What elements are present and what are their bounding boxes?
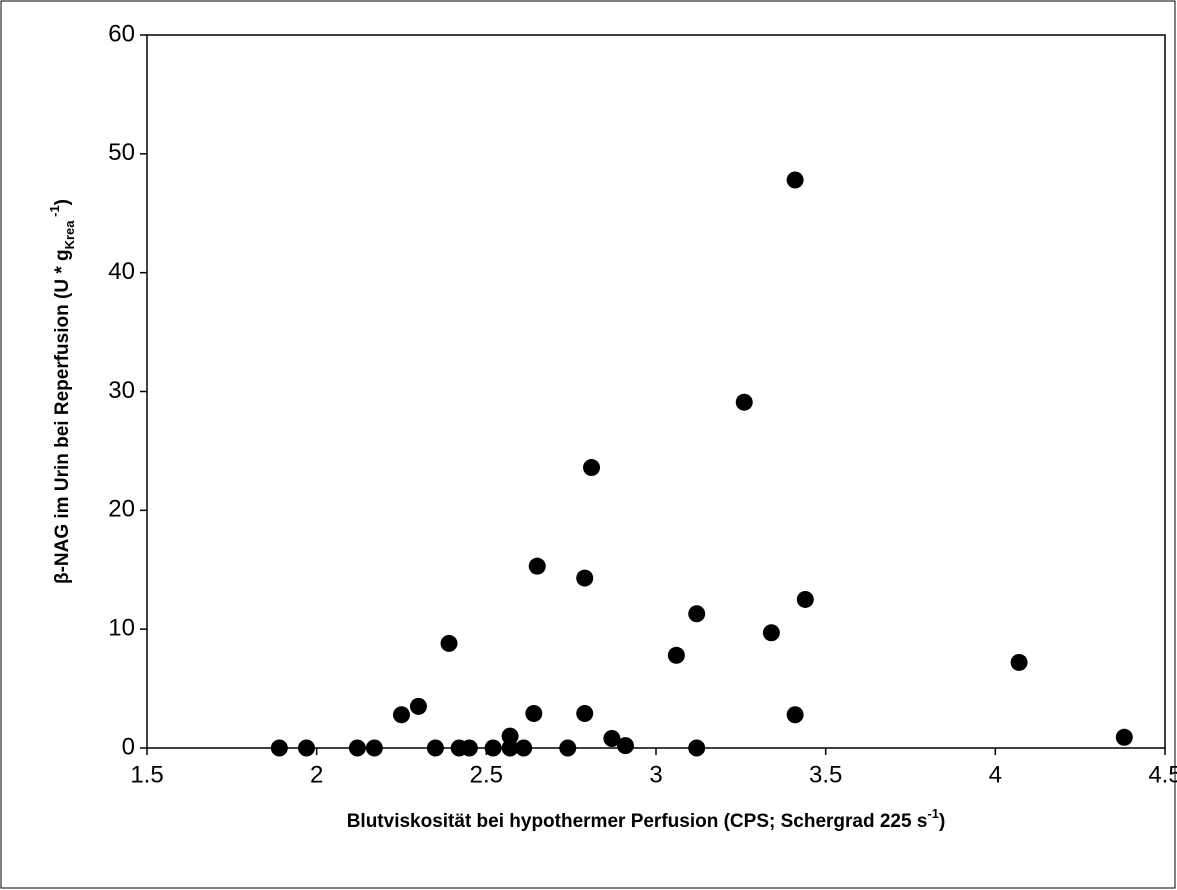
point xyxy=(616,737,634,755)
point xyxy=(501,739,519,757)
label-part: Krea xyxy=(62,220,77,250)
point xyxy=(559,739,577,757)
point xyxy=(1115,728,1133,746)
point xyxy=(440,634,458,652)
point xyxy=(786,706,804,724)
point xyxy=(583,459,601,477)
y-tick-label: 10 xyxy=(108,615,135,642)
label-part: β-NAG im Urin bei Reperfusion (U * g xyxy=(52,249,73,584)
x-tick-label: 2.5 xyxy=(470,761,503,788)
x-tick-label: 3.5 xyxy=(809,761,842,788)
point xyxy=(426,739,444,757)
y-tick-label: 30 xyxy=(108,377,135,404)
point xyxy=(348,739,366,757)
point xyxy=(528,557,546,575)
label-part: ) xyxy=(939,811,945,832)
y-tick-label: 20 xyxy=(108,496,135,523)
point xyxy=(688,739,706,757)
point xyxy=(796,590,814,608)
point xyxy=(735,393,753,411)
point xyxy=(667,646,685,664)
x-tick-label: 4 xyxy=(989,761,1002,788)
label-part: -1 xyxy=(927,806,939,821)
point xyxy=(1010,653,1028,671)
label-part: ) xyxy=(52,199,73,205)
point xyxy=(409,697,427,715)
x-tick-label: 3 xyxy=(649,761,662,788)
y-label: β-NAG im Urin bei Reperfusion (U * gKrea… xyxy=(47,199,77,584)
y-tick-label: 60 xyxy=(108,20,135,47)
x-tick-label: 2 xyxy=(310,761,323,788)
label-part: Blutviskosität bei hypothermer Perfusion… xyxy=(347,811,928,832)
x-label: Blutviskosität bei hypothermer Perfusion… xyxy=(347,806,946,832)
point xyxy=(297,739,315,757)
point xyxy=(603,729,621,747)
y-tick-label: 40 xyxy=(108,258,135,285)
y-tick-label: 50 xyxy=(108,139,135,166)
y-tick-label: 0 xyxy=(122,733,135,760)
point xyxy=(786,171,804,189)
point xyxy=(515,739,533,757)
point xyxy=(365,739,383,757)
point xyxy=(576,705,594,723)
point xyxy=(484,739,502,757)
x-tick-label: 1.5 xyxy=(130,761,163,788)
point xyxy=(688,605,706,623)
point xyxy=(576,569,594,587)
point xyxy=(501,727,519,745)
point xyxy=(762,624,780,642)
label-part: -1 xyxy=(47,205,62,220)
x-tick-label: 4.5 xyxy=(1148,761,1177,788)
point xyxy=(393,706,410,724)
point xyxy=(270,739,288,757)
point xyxy=(460,739,478,757)
point xyxy=(525,705,543,723)
